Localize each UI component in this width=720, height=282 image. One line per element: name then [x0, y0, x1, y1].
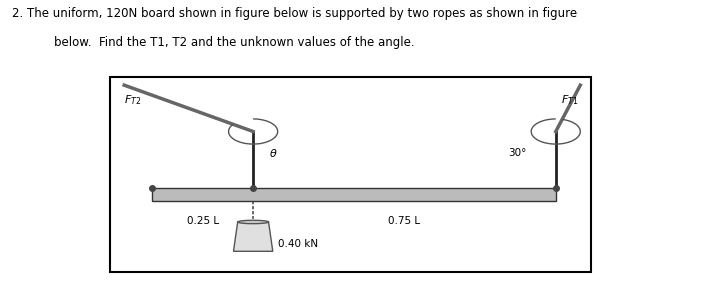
Text: below.  Find the T1, T2 and the unknown values of the angle.: below. Find the T1, T2 and the unknown v… [54, 36, 415, 49]
Bar [152, 188, 556, 201]
Text: 30°: 30° [508, 148, 526, 158]
Text: 0.40 kN: 0.40 kN [278, 239, 318, 249]
Text: $\theta$: $\theta$ [269, 147, 277, 159]
Text: $F_{T2}$: $F_{T2}$ [124, 93, 142, 107]
Text: 0.25 L: 0.25 L [186, 216, 219, 226]
Polygon shape [233, 222, 273, 251]
Text: 2. The uniform, 120N board shown in figure below is supported by two ropes as sh: 2. The uniform, 120N board shown in figu… [12, 7, 577, 20]
Bar [110, 77, 591, 272]
Ellipse shape [238, 220, 269, 224]
Text: $F_{T1}$: $F_{T1}$ [561, 93, 578, 107]
Text: 0.75 L: 0.75 L [388, 216, 420, 226]
